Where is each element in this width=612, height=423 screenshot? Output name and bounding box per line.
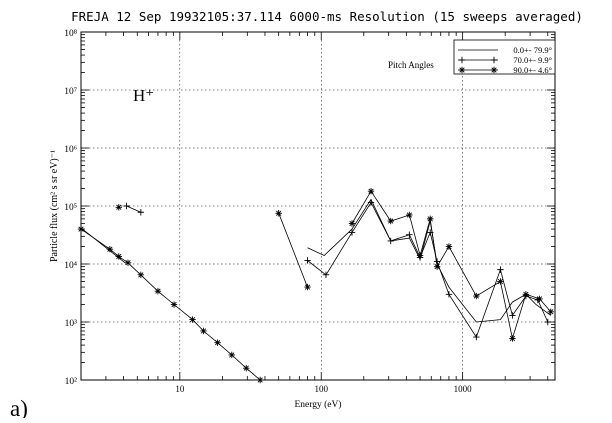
- asterisk-marker: [348, 220, 356, 227]
- asterisk-marker: [137, 271, 145, 279]
- plus-marker: [304, 257, 311, 264]
- asterisk-marker: [154, 287, 162, 295]
- legend: Pitch Angles 0.0+- 79.9°70.0+- 9.9°90.0+…: [388, 39, 556, 75]
- asterisk-marker: [367, 187, 375, 195]
- asterisk-marker: [170, 301, 178, 308]
- x-tick-label: 1000: [454, 384, 473, 394]
- series-line: [351, 190, 552, 339]
- asterisk-marker: [427, 215, 434, 223]
- axis-ticks: [80, 31, 555, 381]
- asterisk-marker: [189, 316, 196, 323]
- asterisk-marker: [106, 245, 114, 253]
- asterisk-marker: [228, 351, 235, 359]
- plus-marker: [445, 291, 453, 298]
- plus-marker: [348, 229, 356, 236]
- asterisk-marker: [304, 283, 311, 291]
- series-layer: [77, 187, 554, 384]
- legend-box: [453, 39, 556, 75]
- plus-marker: [137, 209, 145, 216]
- series-plus: [123, 199, 551, 341]
- plus-marker: [367, 199, 375, 206]
- x-axis-label: Energy (eV): [294, 399, 341, 410]
- chart-title: FREJA 12 Sep 19932105:37.114 6000-ms Res…: [71, 9, 583, 24]
- panel-label: a): [10, 396, 28, 418]
- y-tick-label: 10³: [65, 319, 78, 329]
- plus-marker: [458, 56, 466, 64]
- species-label: H⁺: [133, 86, 154, 105]
- asterisk-marker: [445, 243, 453, 250]
- x-tick-label: 100: [314, 384, 328, 394]
- y-axis-label: Particle flux (cm² s sr eV)⁻¹: [49, 150, 60, 262]
- asterisk-marker: [115, 253, 122, 260]
- asterisk-marker: [458, 66, 466, 74]
- asterisk-marker: [522, 291, 530, 298]
- series-line: [307, 201, 549, 339]
- asterisk-marker: [536, 295, 543, 303]
- plus-marker: [544, 318, 551, 326]
- asterisk-marker: [490, 66, 498, 74]
- y-tick-label: 10⁵: [64, 203, 77, 213]
- y-tick-label: 10⁷: [64, 87, 77, 97]
- plus-marker: [322, 271, 330, 279]
- asterisk-marker: [473, 292, 480, 300]
- asterisk-marker: [243, 364, 250, 372]
- series-none: [80, 198, 552, 323]
- y-tick-label: 10⁴: [64, 261, 78, 271]
- asterisk-marker: [387, 217, 394, 225]
- plus-marker: [406, 231, 413, 238]
- asterisk-marker: [124, 259, 132, 266]
- plus-marker: [123, 202, 130, 210]
- tick-labels: 10 100 1000 10² 10³ 10⁴ 10⁵ 10⁶ 10⁷ 10⁸: [64, 29, 472, 394]
- asterisk-marker: [509, 335, 516, 342]
- asterisk-marker: [275, 210, 282, 217]
- y-tick-label: 10⁶: [64, 145, 77, 155]
- x-tick-label: 10: [175, 384, 185, 394]
- legend-entry-label: 90.0+- 4.6°: [513, 65, 552, 75]
- plus-marker: [497, 266, 504, 273]
- asterisk-marker: [433, 263, 441, 270]
- asterisk-marker: [200, 327, 207, 335]
- plus-marker: [387, 237, 394, 245]
- asterisk-marker: [406, 211, 413, 219]
- plus-marker: [509, 312, 516, 319]
- asterisk-marker: [214, 339, 221, 346]
- asterisk-marker: [77, 225, 85, 233]
- y-tick-label: 10²: [65, 377, 78, 387]
- legend-entry-label: 0.0+- 79.9°: [513, 45, 552, 55]
- asterisk-marker: [497, 278, 504, 285]
- series-line: [126, 205, 141, 213]
- legend-title: Pitch Angles: [388, 60, 434, 70]
- series-line: [278, 213, 308, 288]
- series-asterisk: [77, 187, 554, 384]
- asterisk-marker: [115, 204, 122, 211]
- grid: [81, 31, 555, 381]
- plus-marker: [473, 333, 480, 341]
- y-tick-label: 10⁸: [64, 29, 77, 39]
- asterisk-marker: [256, 376, 264, 384]
- asterisk-marker: [416, 252, 424, 259]
- plus-marker: [490, 56, 498, 64]
- legend-entry-label: 70.0+- 9.9°: [513, 55, 552, 65]
- asterisk-marker: [547, 308, 554, 315]
